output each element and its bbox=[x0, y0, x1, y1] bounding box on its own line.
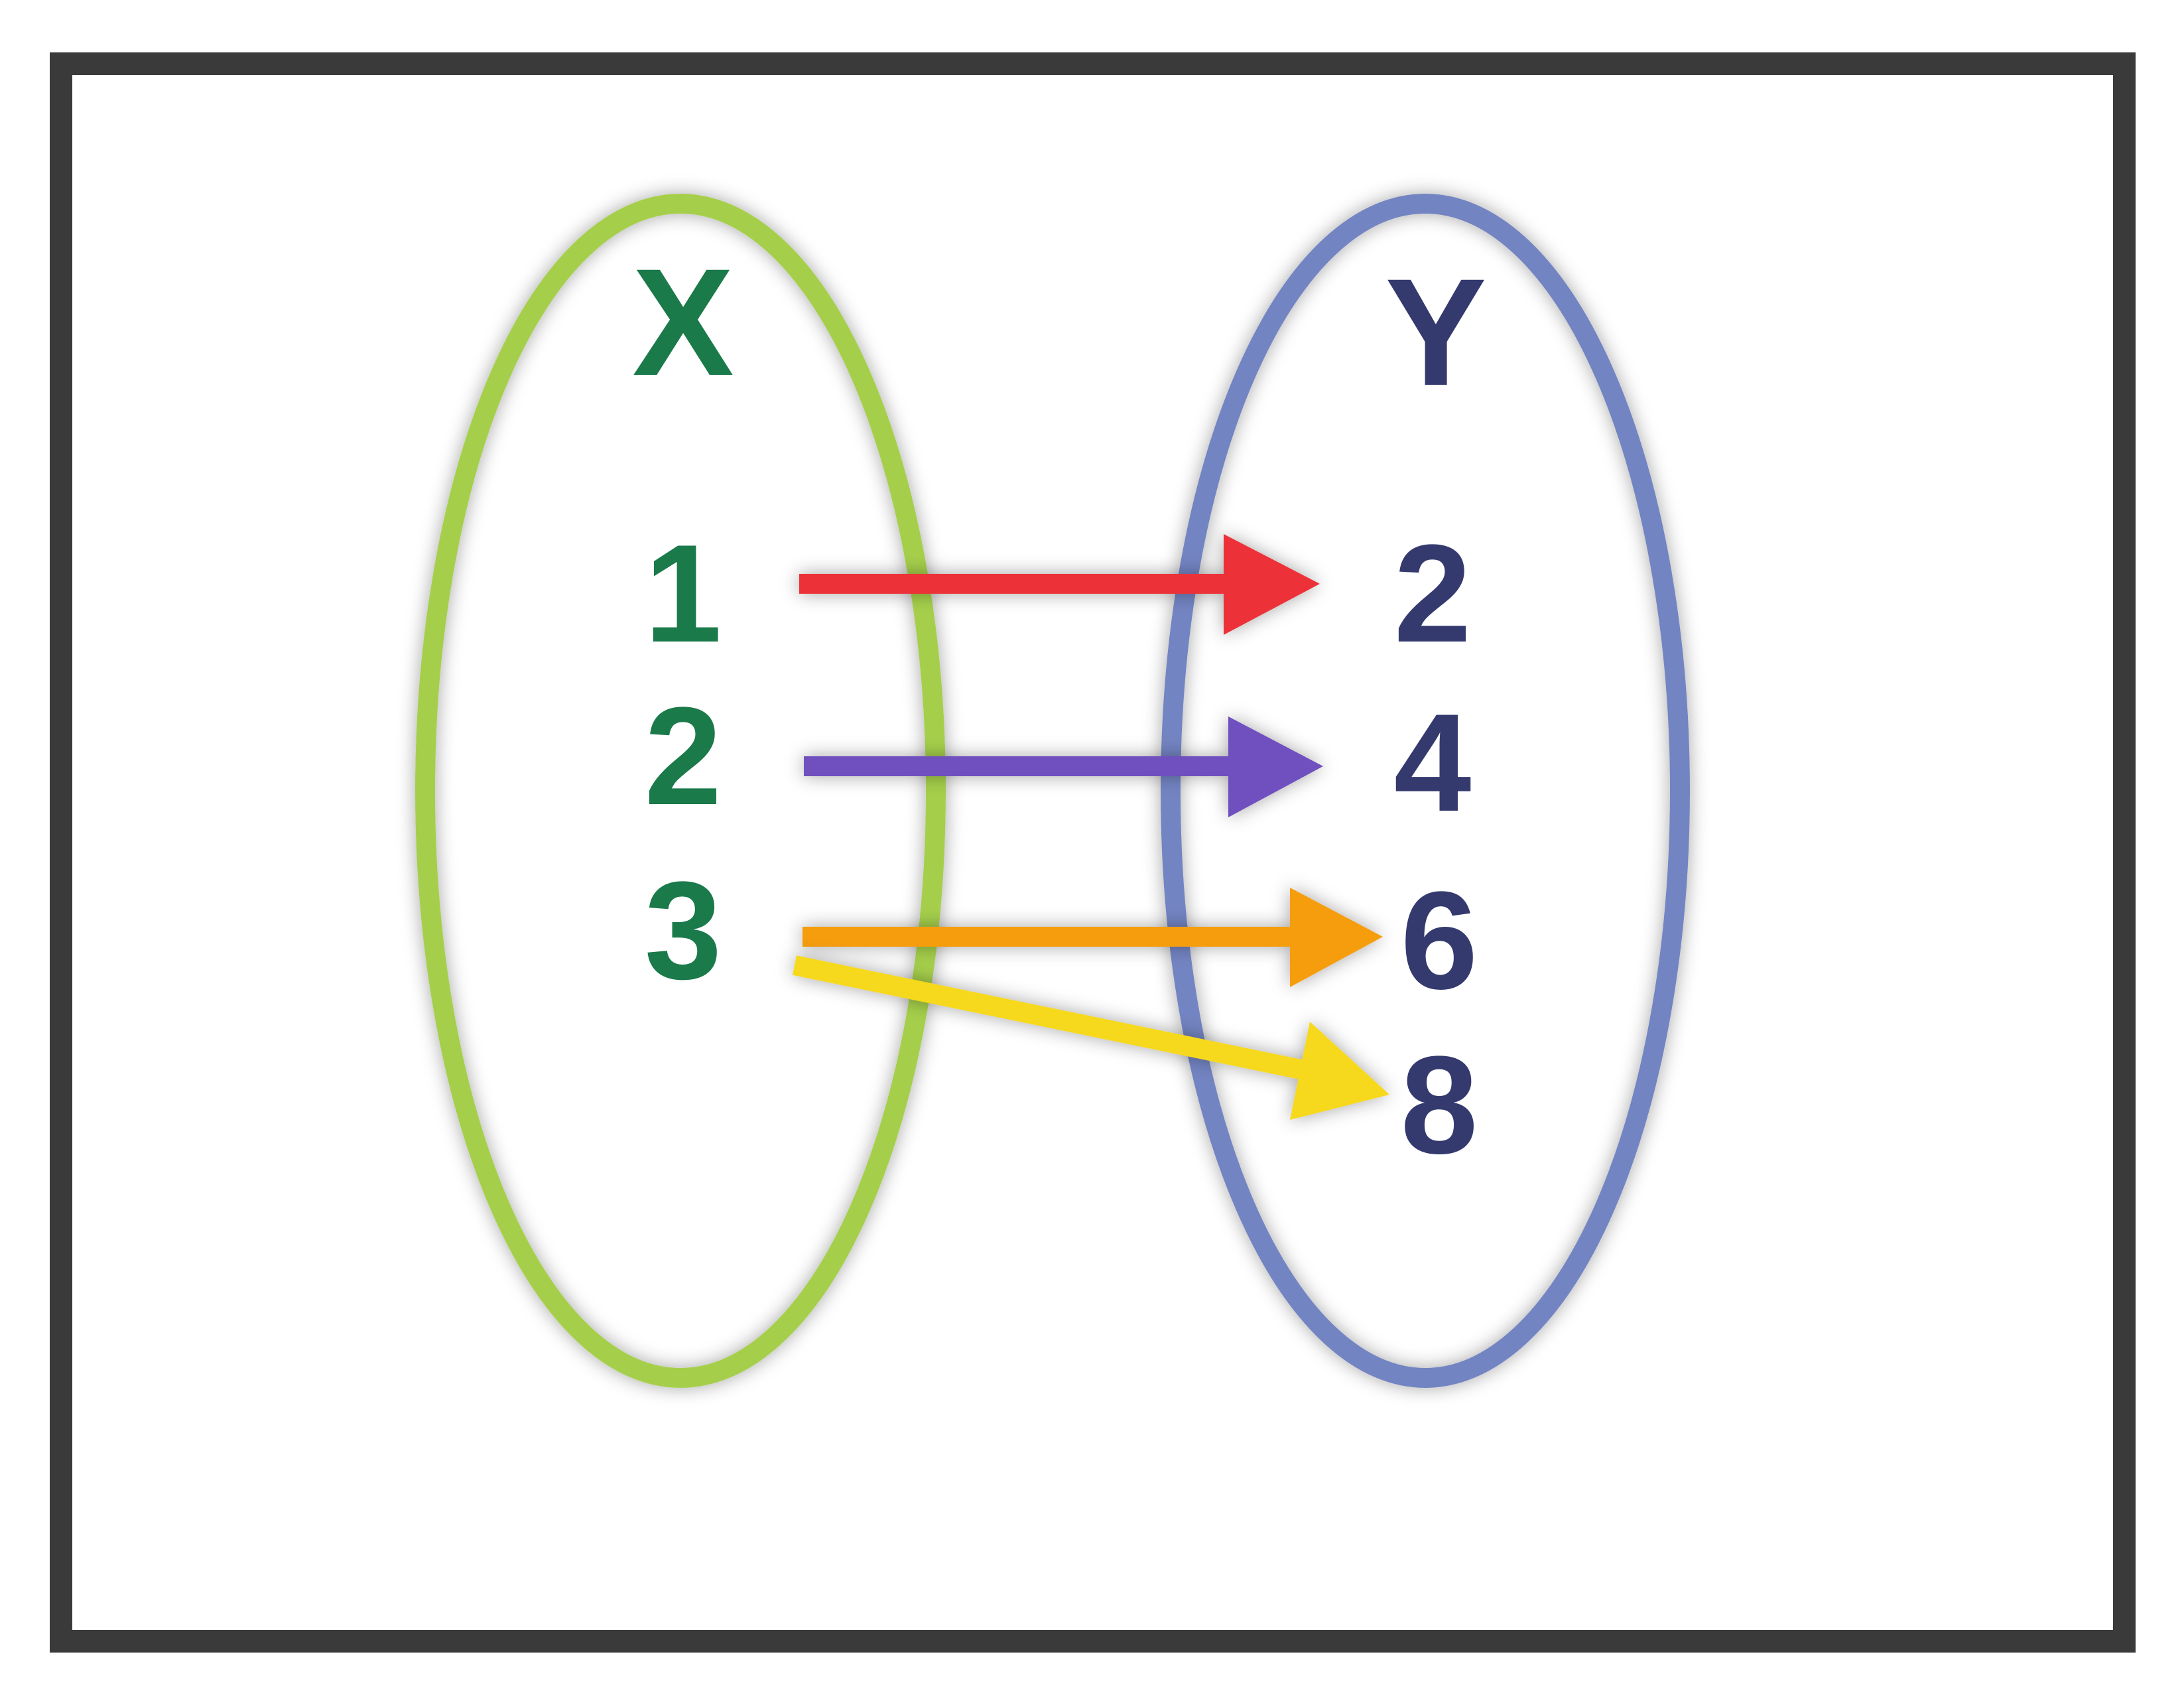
range-value: 2 bbox=[1394, 515, 1472, 671]
domain-set-oval bbox=[415, 194, 946, 1388]
range-set-oval bbox=[1161, 194, 1690, 1388]
mapping-arrow bbox=[799, 534, 1320, 635]
mapping-arrow bbox=[803, 888, 1383, 987]
domain-value: 1 bbox=[645, 515, 722, 671]
domain-set-label: X bbox=[632, 237, 734, 407]
mapping-arrow bbox=[792, 955, 1389, 1120]
range-set-label: Y bbox=[1385, 247, 1486, 417]
mapping-arrow bbox=[804, 716, 1323, 817]
diagram-border bbox=[50, 52, 2136, 1653]
domain-value: 2 bbox=[645, 678, 722, 834]
range-value: 4 bbox=[1394, 685, 1472, 841]
range-value: 6 bbox=[1401, 862, 1478, 1018]
domain-value: 3 bbox=[645, 852, 722, 1008]
range-value: 8 bbox=[1401, 1027, 1478, 1183]
